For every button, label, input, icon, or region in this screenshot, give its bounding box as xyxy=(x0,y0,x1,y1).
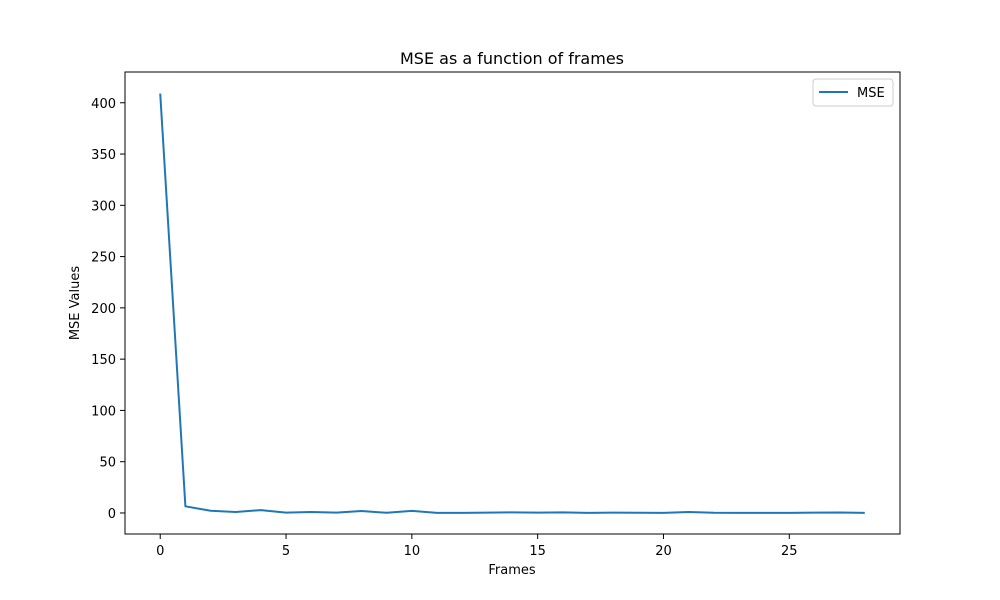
y-tick-label: 100 xyxy=(91,404,116,419)
y-tick-label: 200 xyxy=(91,302,116,317)
x-axis-title: Frames xyxy=(488,563,536,578)
chart-title: MSE as a function of frames xyxy=(400,49,624,68)
y-tick-label: 150 xyxy=(91,353,116,368)
y-axis: 0 50 100 150 200 250 300 350 400 xyxy=(91,97,125,522)
x-tick-label: 0 xyxy=(156,544,164,559)
plot-frame xyxy=(124,71,901,535)
y-tick-label: 300 xyxy=(91,199,116,214)
x-tick-label: 15 xyxy=(529,544,546,559)
y-tick-label: 250 xyxy=(91,251,116,266)
series-layer xyxy=(159,93,865,514)
y-axis-title: MSE Values xyxy=(68,266,83,341)
plot-area xyxy=(125,72,900,534)
plot-background xyxy=(125,72,900,534)
x-tick-label: 10 xyxy=(404,544,421,559)
x-axis: 0 5 10 15 20 25 xyxy=(156,534,798,559)
x-tick-label: 25 xyxy=(781,544,798,559)
y-tick-label: 0 xyxy=(108,507,116,522)
y-tick-label: 50 xyxy=(99,456,116,471)
x-tick-label: 20 xyxy=(655,544,672,559)
y-tick-label: 350 xyxy=(91,148,116,163)
legend-label-mse: MSE xyxy=(857,86,885,101)
legend-box xyxy=(812,78,894,107)
y-tick-label: 400 xyxy=(91,97,116,112)
legend: MSE xyxy=(812,78,894,107)
x-tick-label: 5 xyxy=(282,544,290,559)
